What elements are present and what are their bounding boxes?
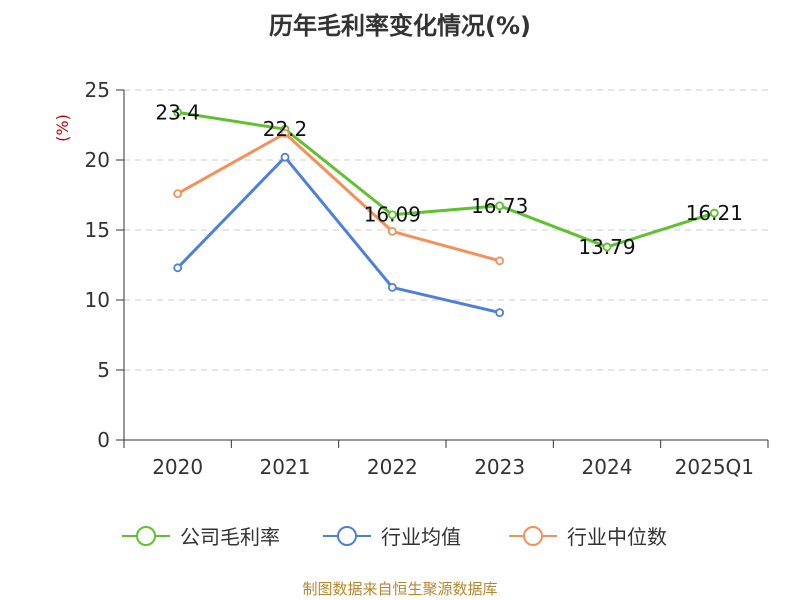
data-label: 16.73 — [471, 194, 528, 218]
legend-item-1[interactable]: 行业均值 — [323, 525, 461, 549]
data-label: 16.09 — [364, 203, 421, 227]
legend-label: 公司毛利率 — [180, 525, 280, 549]
x-tick-label: 2020 — [152, 455, 203, 479]
y-tick-label: 10 — [85, 288, 110, 312]
series-point[interactable] — [280, 152, 290, 162]
series-point[interactable] — [280, 128, 290, 138]
series-point[interactable] — [387, 210, 397, 220]
source-note: 制图数据来自恒生聚源数据库 — [302, 580, 498, 598]
legend-label: 行业中位数 — [567, 525, 667, 549]
x-tick-label: 2024 — [582, 455, 633, 479]
y-tick-label: 25 — [85, 78, 110, 102]
grid-layer — [124, 89, 768, 371]
y-tick-label: 20 — [85, 148, 110, 172]
series-point[interactable] — [709, 208, 719, 218]
legend-marker — [523, 526, 543, 546]
y-tick-label: 5 — [97, 358, 110, 382]
series-point[interactable] — [173, 263, 183, 273]
series-line-1 — [176, 155, 501, 315]
series-line-0 — [177, 110, 715, 249]
legend-item-0[interactable]: 公司毛利率 — [122, 525, 280, 549]
legend-marker — [136, 526, 156, 546]
x-tick-label: 2025Q1 — [675, 455, 754, 479]
series-point[interactable] — [495, 201, 505, 211]
x-tick-label: 2022 — [367, 455, 418, 479]
legend[interactable]: 公司毛利率 行业均值 行业中位数 — [122, 525, 667, 549]
series-point[interactable] — [387, 282, 397, 292]
data-label: 16.21 — [686, 201, 743, 225]
legend-marker — [337, 526, 357, 546]
series-point[interactable] — [173, 108, 183, 117]
series-point[interactable] — [495, 256, 505, 266]
data-label: 22.2 — [263, 117, 308, 141]
x-tick-label: 2023 — [474, 455, 525, 479]
series-layer — [173, 108, 719, 318]
series-line-2 — [176, 131, 501, 263]
series-point[interactable] — [173, 189, 183, 199]
data-label: 23.4 — [155, 100, 200, 124]
series-point[interactable] — [495, 308, 505, 318]
series-point[interactable] — [602, 242, 612, 252]
y-tick-label: 0 — [97, 428, 110, 452]
axis-layer: 0 5 10 15 20 25 2020 2021 2022 2023 2024 2025Q1 — [85, 78, 769, 479]
data-label: 13.79 — [578, 235, 635, 259]
y-axis-label: (%) — [53, 114, 72, 142]
data-label-layer: 23.4 22.2 16.09 16.73 13.79 16.21 — [155, 100, 743, 259]
legend-label: 行业均值 — [381, 525, 461, 549]
chart-title: 历年毛利率变化情况(%) — [269, 12, 531, 40]
series-point[interactable] — [387, 226, 397, 236]
x-tick-label: 2021 — [260, 455, 311, 479]
y-tick-label: 15 — [85, 218, 110, 242]
legend-item-2[interactable]: 行业中位数 — [509, 525, 667, 549]
